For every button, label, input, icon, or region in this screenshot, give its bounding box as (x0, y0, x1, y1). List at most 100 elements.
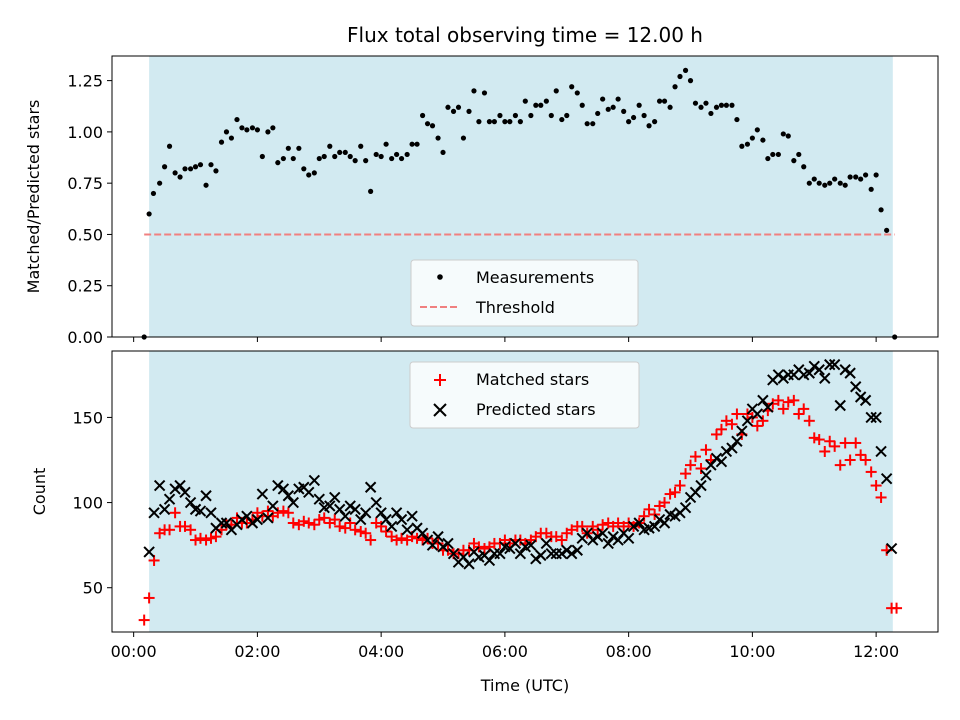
measurement-point (280, 155, 286, 162)
predicted-stars-point (715, 455, 728, 468)
measurement-point (775, 151, 781, 158)
predicted-stars-point (256, 488, 269, 500)
measurement-point (847, 174, 853, 180)
measurement-point (770, 151, 776, 158)
measurement-point (703, 100, 709, 106)
measurement-point (692, 100, 699, 106)
matched-stars-point (700, 444, 712, 456)
measurement-point (476, 119, 482, 125)
measurement-point (538, 102, 544, 108)
measurement-point (218, 139, 225, 145)
predicted-stars-point (483, 554, 496, 567)
measurement-point (548, 112, 554, 119)
measurement-point (661, 98, 668, 104)
predicted-stars-point (726, 442, 738, 454)
top-panel: 0.00 0.25 0.50 0.75 1.00 1.25 Matched/Predict… (24, 55, 939, 347)
matched-stars-point (757, 415, 769, 427)
top-panel-frame (111, 55, 939, 338)
measurement-point (481, 90, 488, 96)
measurement-point (533, 102, 539, 108)
matched-stars-point (200, 534, 212, 546)
predicted-stars-point (859, 394, 872, 407)
matched-stars-point (282, 507, 294, 519)
measurement-point (358, 143, 364, 149)
measurement-point (259, 153, 265, 160)
x-tick-label: 04:00 (358, 642, 404, 661)
matched-stars-point (478, 543, 490, 555)
measurement-point (822, 182, 828, 188)
measurement-point (301, 166, 307, 172)
measurement-point (265, 129, 271, 135)
y-tick-label: 1.00 (67, 123, 103, 142)
measurement-point (630, 114, 637, 121)
matched-stars-point (391, 534, 403, 546)
predicted-stars-point (530, 553, 542, 565)
predicted-stars-point (329, 491, 341, 504)
matched-stars-point (592, 524, 604, 536)
measurement-point (878, 207, 884, 213)
top-y-axis-label: Matched/Predicted stars (24, 100, 43, 294)
predicted-stars-point (153, 479, 166, 492)
measurement-point (595, 110, 601, 117)
matched-stars-point (411, 532, 423, 544)
measurement-point (306, 172, 312, 178)
measurement-point (806, 180, 812, 186)
measurement-point (600, 96, 606, 102)
measurement-point (610, 104, 616, 110)
predicted-stars-point (870, 411, 882, 424)
predicted-stars-point (669, 510, 681, 522)
measurement-point (528, 112, 534, 119)
matched-stars-point (695, 463, 707, 475)
matched-stars-point (473, 541, 485, 553)
measurement-point (543, 98, 549, 104)
legend-label-threshold: Threshold (475, 298, 555, 317)
measurement-point (187, 166, 194, 172)
measurement-point (394, 151, 400, 158)
matched-stars-point (303, 517, 315, 529)
measurement-point (605, 106, 611, 112)
measurement-point (652, 119, 658, 125)
matched-stars-point (138, 614, 150, 626)
measurement-point (435, 135, 441, 141)
measurement-point (559, 116, 565, 123)
bottom-legend: Matched stars Predicted stars (409, 361, 640, 429)
predicted-stars-point (824, 358, 836, 371)
measurement-point (796, 151, 802, 158)
predicted-stars-point (324, 500, 336, 512)
predicted-stars-point (158, 503, 171, 516)
predicted-stars-point (313, 493, 325, 505)
measurement-point (858, 176, 864, 182)
predicted-stars-point (463, 558, 475, 570)
matched-stars-point (788, 394, 800, 406)
predicted-stars-point (679, 501, 692, 514)
matched-stars-point (205, 532, 217, 544)
predicted-stars-point (509, 537, 522, 550)
predicted-stars-point (215, 517, 228, 529)
predicted-stars-point (390, 507, 403, 519)
measurement-point (842, 182, 848, 188)
chart-title: Flux total observing time = 12.00 h (347, 23, 703, 47)
legend-label-matched-stars: Matched stars (476, 370, 589, 389)
predicted-stars-point (751, 408, 764, 420)
legend-marker-predicted-stars (433, 403, 447, 417)
predicted-stars-point (303, 486, 315, 499)
predicted-stars-point (803, 367, 816, 379)
matched-stars-point (179, 520, 191, 532)
y-tick-label: 0.25 (67, 277, 103, 296)
measurement-point (398, 155, 405, 162)
predicted-stars-point (813, 364, 825, 376)
x-axis-label: Time (UTC) (480, 676, 569, 695)
predicted-stars-point (179, 486, 191, 499)
matched-stars-point (576, 520, 588, 532)
measurement-point (466, 108, 472, 114)
measurement-point (455, 104, 462, 110)
matched-stars-point (339, 522, 351, 534)
matched-stars-point (839, 437, 851, 449)
measurement-point (192, 164, 199, 170)
measurement-point (429, 123, 436, 129)
measurement-point (832, 176, 838, 182)
matched-stars-point (329, 514, 341, 526)
measurement-point (667, 104, 673, 110)
predicted-stars-point (344, 500, 356, 512)
measurement-point (507, 119, 513, 125)
